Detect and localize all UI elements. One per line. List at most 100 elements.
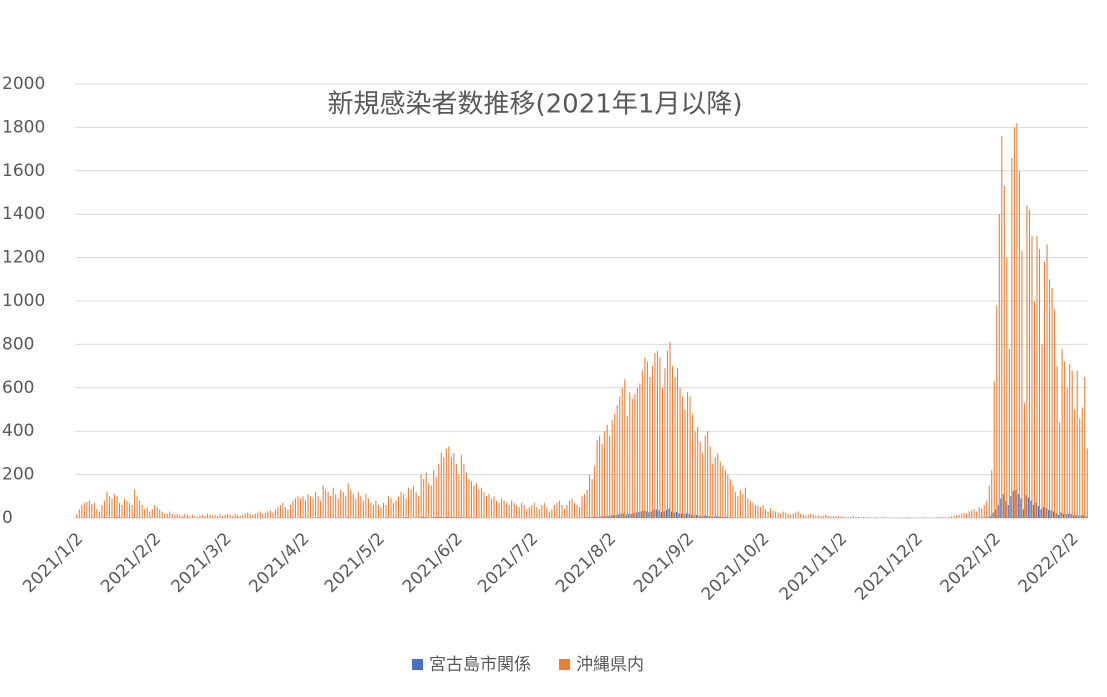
bar xyxy=(830,516,832,518)
bar xyxy=(1083,514,1085,518)
bar xyxy=(1058,514,1060,518)
bar xyxy=(360,496,362,518)
bar xyxy=(638,511,640,518)
bar xyxy=(1011,157,1013,518)
bar xyxy=(315,491,317,518)
bar xyxy=(658,510,660,518)
bar xyxy=(616,405,618,518)
bar xyxy=(463,463,465,518)
bar xyxy=(1028,209,1030,519)
bar xyxy=(1060,512,1062,518)
bar xyxy=(438,463,440,518)
bar xyxy=(762,504,764,518)
y-tick-label: 200 xyxy=(2,465,34,485)
bar xyxy=(863,516,865,518)
bar xyxy=(717,452,719,518)
bar xyxy=(634,394,636,518)
bar xyxy=(641,370,643,518)
bar xyxy=(880,517,882,518)
bar xyxy=(581,496,583,518)
bar xyxy=(640,511,642,518)
bar xyxy=(586,489,588,518)
bar xyxy=(262,513,264,518)
bar xyxy=(749,500,751,518)
bar xyxy=(297,496,299,518)
bar xyxy=(940,516,943,518)
bar xyxy=(668,508,670,518)
bar xyxy=(619,396,621,518)
bar xyxy=(726,516,728,518)
bar xyxy=(161,511,163,518)
bar xyxy=(692,413,694,518)
bar xyxy=(186,514,188,518)
bar xyxy=(620,513,622,518)
bar xyxy=(227,513,229,518)
bar xyxy=(865,517,867,518)
bar xyxy=(694,431,696,518)
bar xyxy=(883,517,885,518)
bar xyxy=(709,446,711,518)
bar xyxy=(541,504,543,518)
bar xyxy=(513,502,515,518)
bar xyxy=(636,387,638,518)
bar xyxy=(584,494,586,518)
bar xyxy=(708,516,710,518)
bar xyxy=(981,508,983,518)
bar xyxy=(410,489,412,518)
bar xyxy=(440,452,442,518)
bar xyxy=(335,494,337,518)
y-tick-label: 800 xyxy=(2,334,34,354)
bar xyxy=(683,514,685,518)
bar xyxy=(998,214,1000,518)
bar xyxy=(601,444,603,518)
bar xyxy=(961,513,963,518)
bar xyxy=(680,513,683,518)
bar xyxy=(86,501,88,518)
bar xyxy=(953,515,955,518)
bar xyxy=(915,517,917,518)
bar xyxy=(211,515,214,518)
bar xyxy=(688,513,690,518)
bar xyxy=(608,516,610,518)
bar xyxy=(317,496,319,518)
bar xyxy=(96,509,98,518)
bar xyxy=(995,509,997,518)
bar xyxy=(437,516,439,518)
bar xyxy=(721,516,723,518)
bar xyxy=(925,517,927,518)
bar xyxy=(380,507,382,518)
bar xyxy=(1000,498,1002,518)
bar xyxy=(938,517,940,518)
bar xyxy=(1069,363,1071,518)
bar xyxy=(603,516,605,518)
bar xyxy=(516,504,518,518)
bar xyxy=(1045,508,1047,518)
bar xyxy=(635,512,637,518)
bar xyxy=(1084,376,1086,518)
bar xyxy=(269,510,271,518)
bar xyxy=(614,413,616,518)
bar xyxy=(699,442,701,518)
bar xyxy=(993,381,995,518)
bar xyxy=(966,513,968,518)
bar xyxy=(445,448,447,518)
bar xyxy=(1013,127,1015,519)
bar xyxy=(997,504,999,518)
bar xyxy=(531,504,533,518)
bar xyxy=(511,500,513,518)
bar xyxy=(88,500,90,518)
bar xyxy=(812,514,814,518)
bar xyxy=(124,498,126,518)
bar xyxy=(346,517,348,518)
bar xyxy=(444,517,446,518)
bar xyxy=(825,514,827,518)
bar xyxy=(219,513,221,518)
bar xyxy=(682,396,684,518)
bar xyxy=(118,502,121,518)
bar xyxy=(963,512,965,518)
bar xyxy=(707,431,709,518)
bar xyxy=(696,514,698,518)
bar xyxy=(600,516,602,518)
bar xyxy=(1008,348,1010,518)
bar xyxy=(595,516,597,518)
